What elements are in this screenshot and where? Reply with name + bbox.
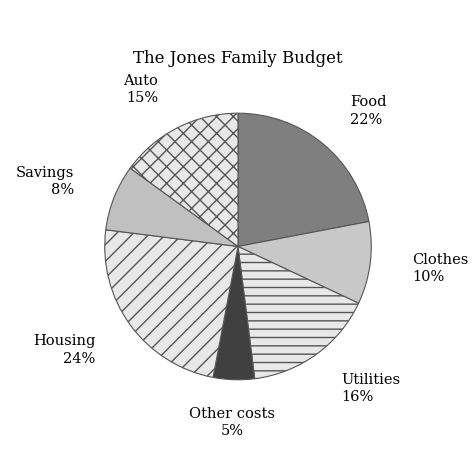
Text: Clothes
10%: Clothes 10% bbox=[413, 253, 469, 284]
Text: Other costs
5%: Other costs 5% bbox=[189, 407, 276, 438]
Wedge shape bbox=[238, 246, 358, 379]
Wedge shape bbox=[213, 246, 255, 380]
Text: Savings
8%: Savings 8% bbox=[16, 166, 74, 197]
Text: Housing
24%: Housing 24% bbox=[33, 334, 96, 365]
Wedge shape bbox=[238, 113, 369, 246]
Wedge shape bbox=[105, 230, 238, 377]
Wedge shape bbox=[238, 221, 371, 303]
Wedge shape bbox=[130, 113, 238, 246]
Title: The Jones Family Budget: The Jones Family Budget bbox=[133, 50, 343, 67]
Wedge shape bbox=[106, 168, 238, 246]
Text: Auto
15%: Auto 15% bbox=[123, 74, 158, 105]
Text: Food
22%: Food 22% bbox=[350, 95, 387, 127]
Text: Utilities
16%: Utilities 16% bbox=[341, 373, 400, 404]
